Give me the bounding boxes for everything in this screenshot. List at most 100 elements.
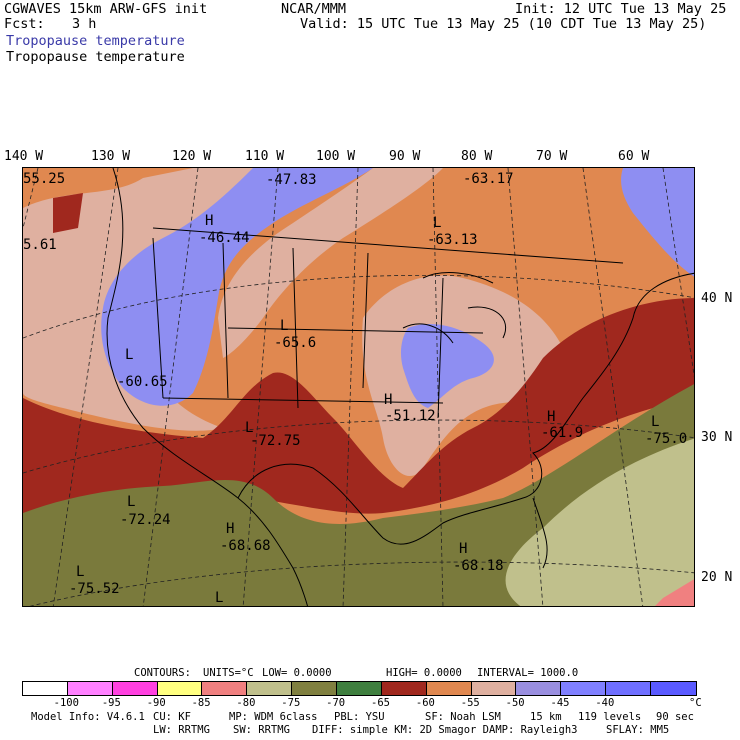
map-label-val-13: -68.68 [220, 538, 271, 554]
field-khaki-southeast [505, 438, 694, 606]
colorbar-cell [561, 682, 607, 695]
lon-label-120w: 120 W [172, 149, 212, 164]
fcst-label: Fcst: [4, 16, 45, 32]
colorbar-tick-label: -75 [281, 697, 301, 709]
field-purple-plume [101, 168, 374, 406]
map-label-kind-12: L [127, 494, 136, 510]
map-label-kind-14: H [459, 541, 468, 557]
field-purple-lakes [400, 323, 494, 408]
map-label-val-5: 5.61 [23, 237, 57, 253]
map-label-val-9: -72.75 [250, 433, 301, 449]
colorbar-tick-label: -100 [53, 697, 79, 709]
field-red-northwest [53, 193, 83, 233]
map-label-val-7: -60.65 [117, 374, 168, 390]
map-label-val-15: -75.52 [69, 581, 120, 597]
map-label-kind-11: L [651, 414, 660, 430]
colorbar-cell [337, 682, 382, 695]
map-label-kind-3: H [205, 213, 214, 229]
field-title-primary: Tropopause temperature [6, 33, 185, 49]
vertical-levels: 119 levels [578, 711, 642, 723]
lon-label-100w: 100 W [316, 149, 356, 164]
valid-time: Valid: 15 UTC Tue 13 May 25 (10 CDT Tue … [300, 16, 707, 32]
lat-label-20n: 20 N [701, 570, 733, 585]
field-title-secondary: Tropopause temperature [6, 49, 185, 65]
init-time: Init: 12 UTC Tue 13 May 25 [515, 1, 727, 17]
map-label-val-12: -72.24 [120, 512, 171, 528]
map-label-kind-8: H [384, 392, 393, 408]
colorbar-tick-label: -45 [550, 697, 570, 709]
units-label: UNITS=°C [203, 667, 254, 679]
colorbar [22, 681, 697, 696]
contours-label: CONTOURS: [134, 667, 191, 679]
map-label-val-14: -68.18 [453, 558, 504, 574]
lon-label-70w: 70 W [536, 149, 568, 164]
map-label-val-8: -51.12 [385, 408, 436, 424]
sw-scheme: SW: RRTMG [233, 724, 290, 736]
colorbar-tick-label: -40 [595, 697, 615, 709]
colorbar-cell [381, 682, 427, 695]
colorbar-cell [606, 682, 652, 695]
sf-scheme: SF: Noah LSM [425, 711, 501, 723]
lat-lon-grid [23, 168, 694, 606]
colorbar-cell [247, 682, 293, 695]
map-label-val-2: -63.17 [463, 171, 514, 187]
colorbar-cell [67, 682, 113, 695]
map-label-kind-15: L [76, 564, 85, 580]
map-label-kind-13: H [226, 521, 235, 537]
map-label-val-10: -61.9 [541, 425, 584, 441]
lon-label-110w: 110 W [245, 149, 285, 164]
map-label-kind-9: L [245, 420, 254, 436]
field-pink-mid [218, 168, 443, 358]
colorbar-cell [471, 682, 517, 695]
mp-scheme: MP: WDM 6class [229, 711, 318, 723]
colorbar-cell [157, 682, 203, 695]
map-label-kind-6: L [280, 318, 289, 334]
sflay-scheme: SFLAY: MM5 [606, 724, 670, 736]
map-label-kind-4: L [433, 215, 442, 231]
colorbar-cell [292, 682, 338, 695]
model-info: Model Info: V4.6.1 [31, 711, 145, 723]
map-label-val-11: -75.0 [645, 431, 688, 447]
colorbar-tick-label: -60 [415, 697, 435, 709]
colorbar-tick-label: -90 [146, 697, 166, 709]
lon-label-130w: 130 W [91, 149, 131, 164]
colorbar-cell [23, 682, 68, 695]
colorbar-tick-label: -80 [236, 697, 256, 709]
colorbar-tick-label: -70 [326, 697, 346, 709]
fcst-value: 3 h [72, 16, 97, 32]
colorbar-tick-label: -85 [191, 697, 211, 709]
colorbar-tick-label: -50 [505, 697, 525, 709]
colorbar-unit: °C [689, 697, 702, 709]
map-label-kind-16: L [215, 590, 224, 606]
map-label-kind-7: L [125, 347, 134, 363]
cu-scheme: CU: KF [153, 711, 191, 723]
org-label: NCAR/MMM [281, 1, 347, 17]
colorbar-cell [112, 682, 158, 695]
lon-label-90w: 90 W [389, 149, 421, 164]
field-pink-west [23, 168, 283, 431]
lat-label-40n: 40 N [701, 291, 733, 306]
map-label-val-3: -46.44 [199, 230, 250, 246]
colorbar-tick-label: -95 [101, 697, 121, 709]
map-label-val-4: -63.13 [427, 232, 478, 248]
lat-label-30n: 30 N [701, 430, 733, 445]
map-field-svg [23, 168, 694, 606]
field-red-corner [655, 579, 694, 606]
coastlines-and-borders [106, 168, 694, 606]
lon-label-60w: 60 W [618, 149, 650, 164]
field-red-band [23, 298, 694, 518]
lon-label-80w: 80 W [461, 149, 493, 164]
colorbar-tick-label: -65 [371, 697, 390, 709]
colorbar-cell [426, 682, 472, 695]
colorbar-tick-label: -55 [460, 697, 480, 709]
grid-spacing: 15 km [530, 711, 562, 723]
high-label: HIGH= 0.0000 [386, 667, 462, 679]
time-step: 90 sec [656, 711, 694, 723]
colorbar-cell [202, 682, 248, 695]
field-purple-northeast [621, 168, 694, 277]
low-label: LOW= 0.0000 [262, 667, 332, 679]
interval-label: INTERVAL= 1000.0 [477, 667, 579, 679]
map-label-val-1: -47.83 [266, 172, 317, 188]
tropopause-temperature-map: 55.25 -47.83 -63.17 H -46.44 L -63.13 5.… [22, 167, 695, 607]
colorbar-cell [651, 682, 696, 695]
